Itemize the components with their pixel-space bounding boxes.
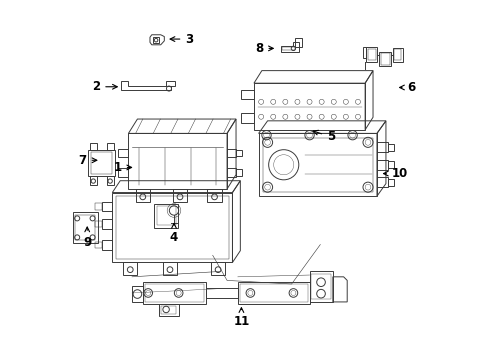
Text: 10: 10: [384, 167, 408, 180]
Text: 8: 8: [255, 42, 273, 55]
Text: 2: 2: [92, 80, 117, 93]
Text: 4: 4: [170, 224, 178, 244]
Text: 5: 5: [314, 130, 335, 144]
Text: 1: 1: [114, 161, 132, 174]
Text: 9: 9: [83, 227, 91, 249]
Text: 7: 7: [78, 154, 97, 167]
Text: 6: 6: [400, 81, 416, 94]
Text: 3: 3: [170, 32, 194, 46]
Text: 11: 11: [233, 308, 249, 328]
